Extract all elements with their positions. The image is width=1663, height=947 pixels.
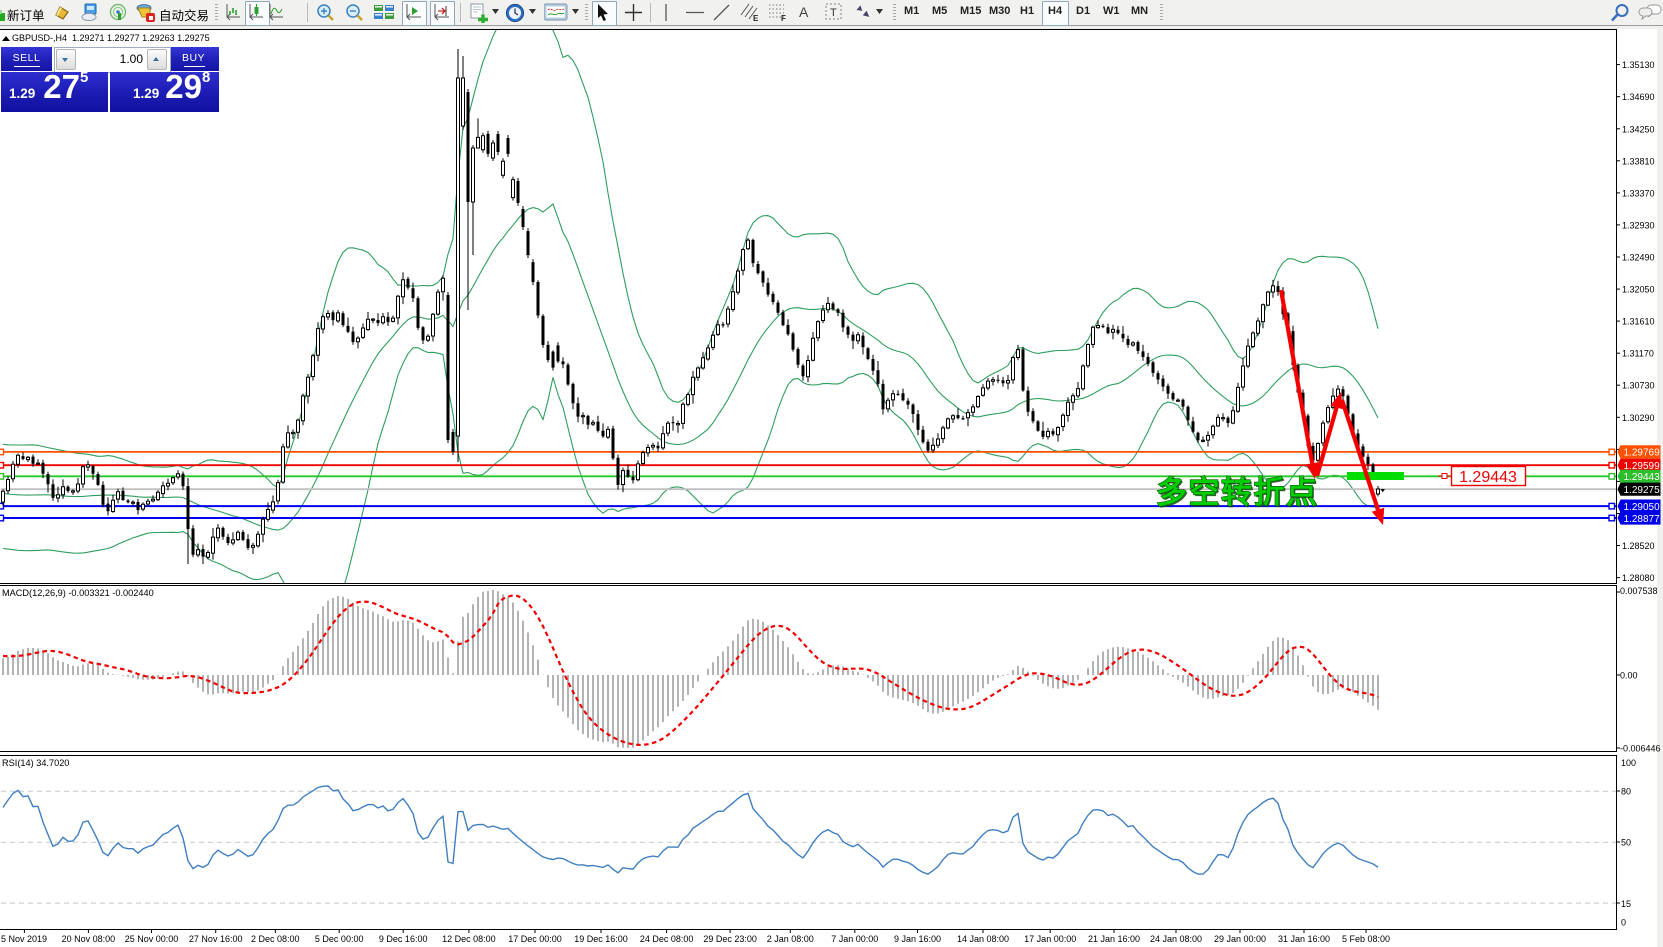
svg-text:80: 80 — [1621, 787, 1631, 797]
svg-text:1.28520: 1.28520 — [1622, 541, 1655, 551]
svg-text:1.35130: 1.35130 — [1622, 60, 1655, 70]
svg-text:1.29275: 1.29275 — [1624, 485, 1661, 496]
svg-text:1.33810: 1.33810 — [1622, 156, 1655, 166]
svg-text:27 Nov 16:00: 27 Nov 16:00 — [189, 934, 243, 944]
svg-text:1.33370: 1.33370 — [1622, 188, 1655, 198]
svg-text:T: T — [830, 7, 837, 19]
svg-text:MACD(12,26,9) -0.003321 -0.002: MACD(12,26,9) -0.003321 -0.002440 — [2, 588, 154, 598]
svg-text:15: 15 — [1621, 899, 1631, 909]
svg-text:9 Jan 16:00: 9 Jan 16:00 — [894, 934, 941, 944]
svg-text:29 Jan 00:00: 29 Jan 00:00 — [1214, 934, 1266, 944]
svg-text:5 Nov 2019: 5 Nov 2019 — [1, 934, 47, 944]
svg-text:7 Jan 00:00: 7 Jan 00:00 — [831, 934, 878, 944]
svg-text:1.29599: 1.29599 — [1624, 461, 1661, 472]
svg-text:29 Dec 23:00: 29 Dec 23:00 — [703, 934, 757, 944]
svg-text:1.32930: 1.32930 — [1622, 220, 1655, 230]
svg-text:F: F — [781, 14, 786, 22]
svg-text:19 Dec 16:00: 19 Dec 16:00 — [574, 934, 628, 944]
svg-text:25 Nov 00:00: 25 Nov 00:00 — [125, 934, 179, 944]
svg-text:多空转折点: 多空转折点 — [1156, 475, 1319, 510]
svg-text:1.29443: 1.29443 — [1459, 469, 1517, 486]
svg-text:-0.006446: -0.006446 — [1620, 744, 1661, 754]
svg-text:17 Jan 00:00: 17 Jan 00:00 — [1024, 934, 1076, 944]
svg-text:100: 100 — [1621, 758, 1636, 768]
svg-text:多空转折点: 多空转折点 — [1158, 477, 1321, 512]
svg-text:1.34250: 1.34250 — [1622, 124, 1655, 134]
svg-text:14 Jan 08:00: 14 Jan 08:00 — [957, 934, 1009, 944]
svg-text:E: E — [753, 14, 759, 22]
svg-text:24 Dec 08:00: 24 Dec 08:00 — [640, 934, 694, 944]
svg-text:1.30290: 1.30290 — [1622, 413, 1655, 423]
svg-text:12 Dec 08:00: 12 Dec 08:00 — [442, 934, 496, 944]
svg-text:1.31170: 1.31170 — [1622, 349, 1654, 359]
svg-text:RSI(14) 34.7020: RSI(14) 34.7020 — [2, 758, 69, 768]
svg-text:1.29050: 1.29050 — [1624, 502, 1661, 513]
svg-text:20 Nov 08:00: 20 Nov 08:00 — [62, 934, 116, 944]
svg-text:1.32490: 1.32490 — [1622, 253, 1655, 263]
svg-text:0.007538: 0.007538 — [1620, 586, 1658, 596]
svg-text:0.00: 0.00 — [1620, 671, 1638, 681]
svg-text:2 Jan 08:00: 2 Jan 08:00 — [767, 934, 814, 944]
svg-text:1.30730: 1.30730 — [1622, 381, 1655, 391]
svg-text:1.32050: 1.32050 — [1622, 285, 1655, 295]
svg-text:17 Dec 00:00: 17 Dec 00:00 — [508, 934, 562, 944]
svg-text:2 Dec 08:00: 2 Dec 08:00 — [251, 934, 300, 944]
svg-text:24 Jan 08:00: 24 Jan 08:00 — [1150, 934, 1202, 944]
svg-text:50: 50 — [1621, 838, 1631, 848]
svg-text:31 Jan 16:00: 31 Jan 16:00 — [1278, 934, 1330, 944]
svg-text:1.28877: 1.28877 — [1624, 514, 1661, 525]
svg-text:1.29769: 1.29769 — [1624, 448, 1661, 459]
svg-text:5 Dec 00:00: 5 Dec 00:00 — [315, 934, 364, 944]
svg-text:1.28080: 1.28080 — [1622, 573, 1655, 583]
svg-text:9 Dec 16:00: 9 Dec 16:00 — [379, 934, 428, 944]
svg-text:1.34690: 1.34690 — [1622, 92, 1655, 102]
svg-text:1.29443: 1.29443 — [1624, 472, 1661, 483]
svg-text:1.31610: 1.31610 — [1622, 317, 1655, 327]
svg-text:0: 0 — [1621, 918, 1626, 928]
svg-text:5 Feb 08:00: 5 Feb 08:00 — [1342, 934, 1390, 944]
svg-text:21 Jan 16:00: 21 Jan 16:00 — [1088, 934, 1140, 944]
